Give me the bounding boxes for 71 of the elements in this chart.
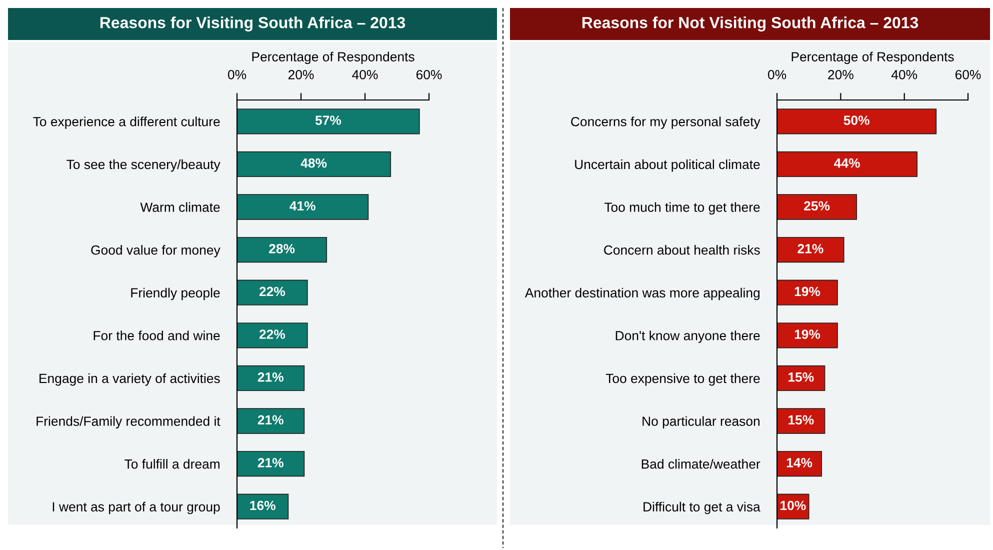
bar [237, 322, 308, 348]
y-tick-label: Warm climate [140, 202, 220, 212]
bar [777, 108, 937, 134]
x-axis-title: Percentage of Respondents [792, 52, 954, 64]
y-tick-label: To fulfill a dream [124, 459, 220, 469]
data-label: 41% [290, 201, 316, 211]
y-tick-label: To experience a different culture [33, 116, 220, 129]
data-label: 44% [834, 158, 860, 168]
y-tick-label: Don't know anyone there [616, 330, 760, 343]
bar [237, 194, 369, 220]
data-label: 28% [269, 244, 295, 254]
bar [777, 408, 826, 434]
y-tick-label: Friendly people [131, 288, 220, 300]
data-label: 10% [780, 500, 806, 510]
y-tick-label: I went as part of a tour group [52, 502, 220, 514]
chart-title: Reasons for Not Visiting South Africa – 2013 [582, 16, 918, 32]
data-label: 19% [794, 330, 820, 339]
data-label: 15% [788, 415, 814, 425]
x-tick-label: 0% [228, 70, 246, 80]
x-tick-label: 60% [955, 70, 981, 80]
data-label: 21% [798, 244, 824, 254]
y-tick-label: Concern about health risks [604, 245, 760, 255]
bar [237, 280, 308, 306]
x-tick-label: 20% [828, 70, 854, 80]
bar [237, 365, 305, 392]
data-label: 25% [804, 201, 830, 211]
bar [777, 280, 838, 306]
y-tick-label: Friends/Family recommended it [36, 416, 220, 429]
bar [237, 108, 420, 134]
data-label: 22% [259, 330, 286, 339]
data-label: 15% [788, 372, 814, 382]
y-tick-label: Engage in a variety of activities [40, 373, 220, 386]
y-tick-label: Too much time to get there [604, 202, 760, 215]
y-tick-label: Concerns for my personal safety [571, 116, 760, 129]
x-tick-label: 40% [352, 70, 378, 80]
y-tick-label: For the food and wine [94, 330, 220, 340]
data-label: 21% [258, 372, 284, 382]
y-tick-label: Too expensive to get there [606, 373, 760, 386]
bar [237, 236, 328, 263]
bar [777, 450, 822, 477]
data-label: 21% [258, 415, 284, 425]
bar [777, 151, 918, 178]
x-axis-title: Percentage of Respondents [252, 52, 414, 64]
chart-title: Reasons for Visiting South Africa – 2013 [100, 16, 406, 32]
y-tick-label: Good value for money [91, 245, 220, 258]
y-tick-label: Difficult to get a visa [644, 502, 760, 514]
bar [237, 151, 392, 178]
bar [237, 450, 305, 477]
data-label: 16% [250, 500, 276, 510]
data-label: 21% [258, 458, 284, 468]
bar [237, 494, 289, 520]
x-tick-label: 40% [891, 70, 918, 80]
data-label: 48% [300, 158, 327, 168]
data-label: 50% [844, 116, 870, 125]
data-label: 14% [786, 458, 812, 468]
y-tick-label: To see the scenery/beauty [66, 159, 220, 172]
bar [777, 236, 844, 263]
bar [777, 194, 858, 220]
x-tick-label: 0% [768, 70, 786, 80]
bar [777, 322, 838, 348]
bar [777, 365, 826, 392]
y-tick-label: Another destination was more appealing [524, 288, 760, 300]
x-tick-label: 60% [416, 70, 442, 80]
y-tick-label: Uncertain about political climate [575, 159, 760, 172]
bar [237, 408, 305, 434]
x-tick-label: 20% [288, 70, 314, 80]
data-label: 57% [315, 116, 342, 125]
y-tick-label: Bad climate/weather [642, 459, 760, 469]
data-label: 19% [794, 286, 820, 296]
y-tick-label: No particular reason [642, 416, 760, 429]
data-label: 22% [259, 286, 286, 296]
